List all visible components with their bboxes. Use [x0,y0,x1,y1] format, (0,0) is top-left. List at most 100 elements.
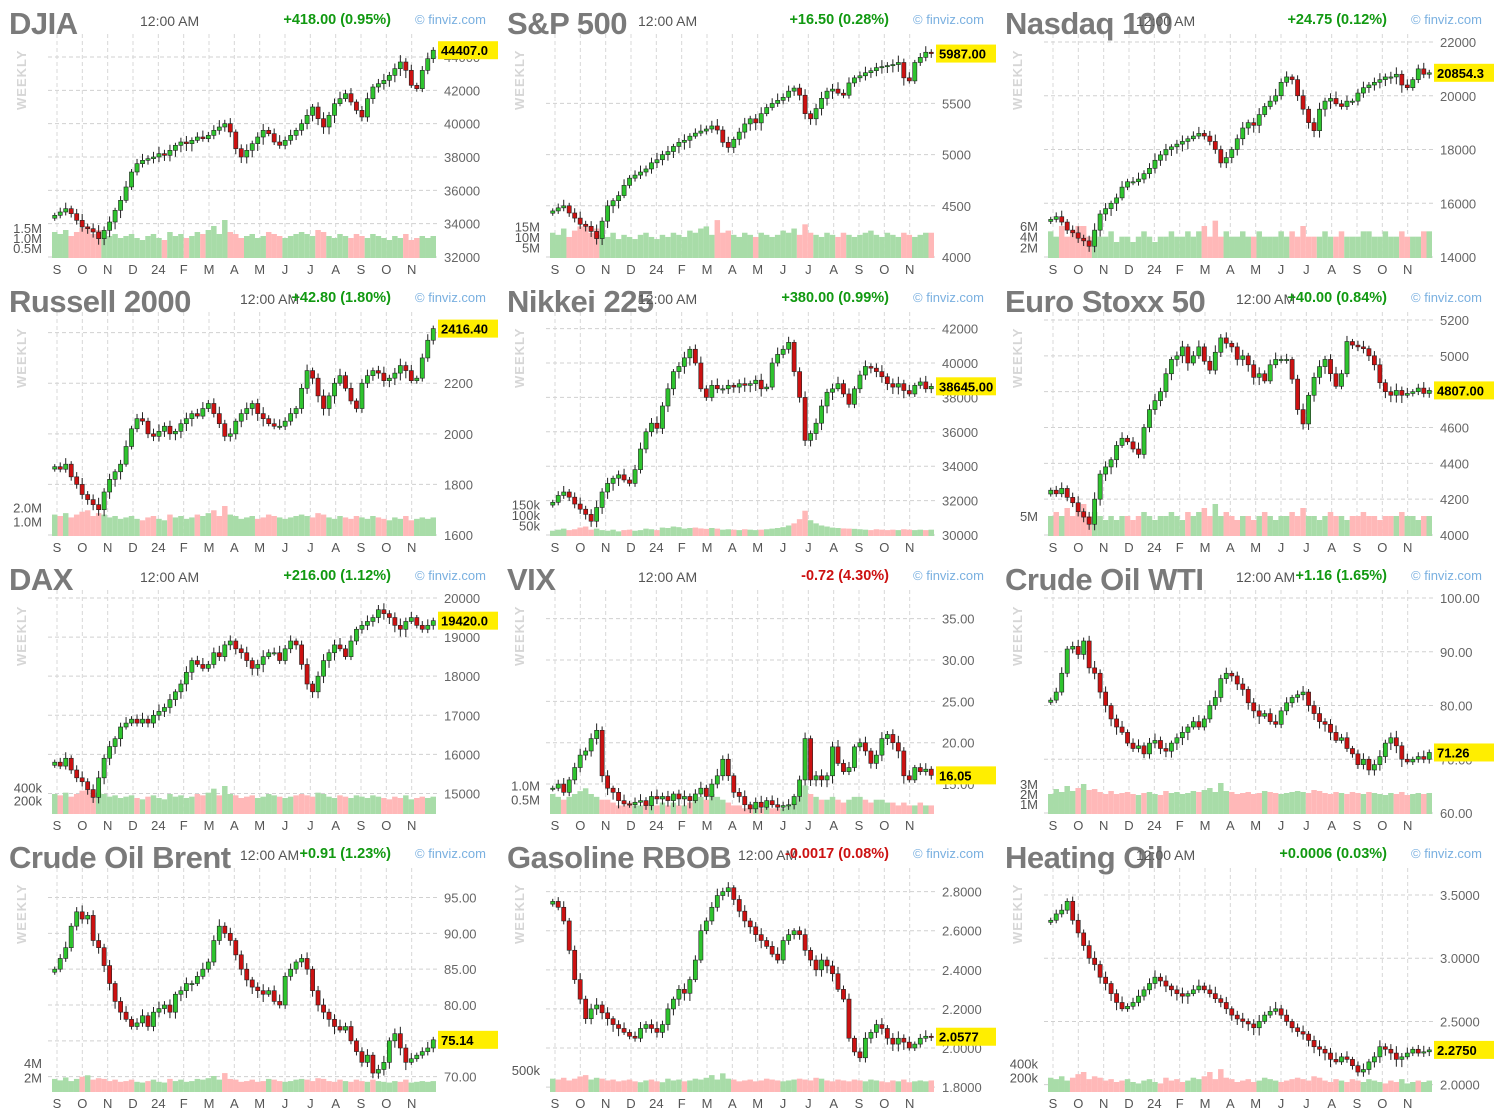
candle-body [1147,409,1152,428]
candle-body [348,1026,354,1042]
volume-bar [287,1081,294,1092]
volume-tick-label: 400k [14,780,43,795]
volume-bar [161,1082,168,1092]
candle-body [129,718,134,724]
chart-panel-gasoline-rbob: 1.8000 2.0000 2.2000 2.4000 2.6000 2.8000 S O N D… [498,834,996,1112]
x-tick-label: 24 [151,540,165,555]
volume-bar [550,1078,556,1092]
candle-body [868,750,874,764]
last-price-label: 2.2750 [1437,1043,1477,1058]
candle-body [205,664,211,669]
volume-bar [731,805,737,814]
volume-bar [577,791,583,814]
volume-bar [293,516,299,536]
x-tick-label: F [180,818,188,833]
volume-bar [818,1078,825,1092]
candle-body [687,979,693,994]
candle-body [863,1037,868,1059]
candle-body [1426,72,1432,75]
volume-bar [1223,231,1230,258]
volume-bar [758,529,764,536]
x-tick-label: N [407,1096,416,1111]
y-tick-label: 42000 [444,83,480,98]
volume-bar [1294,236,1301,258]
candle-body [890,1037,896,1045]
candle-body [392,68,398,76]
candle-body [632,469,638,484]
volume-bar [681,528,688,536]
volume-bar [1393,236,1400,258]
x-tick-label: D [1124,540,1133,555]
candle-body [1361,87,1366,94]
volume-bar [1064,1080,1070,1092]
x-tick-label: N [1403,540,1412,555]
candle-body [846,767,852,772]
candle-body [425,58,431,71]
volume-bar [397,798,404,814]
candle-body [151,714,156,724]
candle-body [588,1008,594,1019]
x-tick-label: S [357,262,366,277]
candle-body [376,83,381,88]
candle-body [1339,103,1344,107]
volume-bar [840,1080,847,1092]
candle-body [118,463,123,473]
volume-bar [840,802,847,814]
candle-body [1350,1059,1355,1067]
volume-bar [1058,792,1065,814]
candle-body [1229,149,1235,158]
candle-body [359,382,365,409]
volume-tick-label: 0.5M [13,241,42,256]
candle-body [1262,373,1268,382]
x-tick-label: S [1353,1096,1362,1111]
candle-body [1377,79,1383,83]
candle-body [1092,229,1098,247]
candle-body [162,153,167,156]
candle-body [1053,216,1059,220]
candle-body [917,381,923,386]
candle-body [414,85,420,89]
x-tick-label: O [77,818,87,833]
volume-bar [1267,792,1273,814]
candle-body [1103,691,1108,706]
candle-body [1306,691,1311,706]
candle-body [1366,1061,1372,1070]
volume-bar [1218,516,1224,536]
volume-bar [375,1081,382,1092]
candle-body [682,357,687,367]
candle-body [1388,1048,1394,1054]
volume-bar [68,517,74,536]
volume-bar [659,802,666,814]
candle-body [1256,710,1262,717]
candle-body [1125,1005,1130,1010]
candle-body [928,386,934,390]
chart-panel-djia: 32000340003600038000400004200044000SOND2… [0,0,498,278]
candle-body [167,1004,173,1013]
volume-bar [1360,794,1367,814]
volume-bar [720,799,726,814]
candle-body [194,660,200,665]
volume-bar [304,234,310,258]
candle-body [1048,699,1054,703]
candle-body [90,915,96,941]
volume-bar [1404,236,1411,258]
volume-bar [419,236,426,258]
volume-bar [320,514,327,536]
candle-body [216,126,222,131]
volume-bar [128,516,135,536]
candle-body [145,158,151,161]
volume-bar [1157,236,1164,258]
volume-bar [665,236,671,258]
volume-bar [709,528,715,536]
candle-body [786,342,792,350]
volume-bar [375,517,382,536]
y-tick-label: 5500 [942,96,971,111]
volume-bar [134,518,140,536]
volume-bar [293,795,299,814]
candle-body [63,208,69,213]
volume-bar [408,520,415,536]
volume-bar [1157,795,1164,814]
candle-body [572,949,578,980]
candle-body [348,640,354,657]
volume-bar [150,795,157,814]
